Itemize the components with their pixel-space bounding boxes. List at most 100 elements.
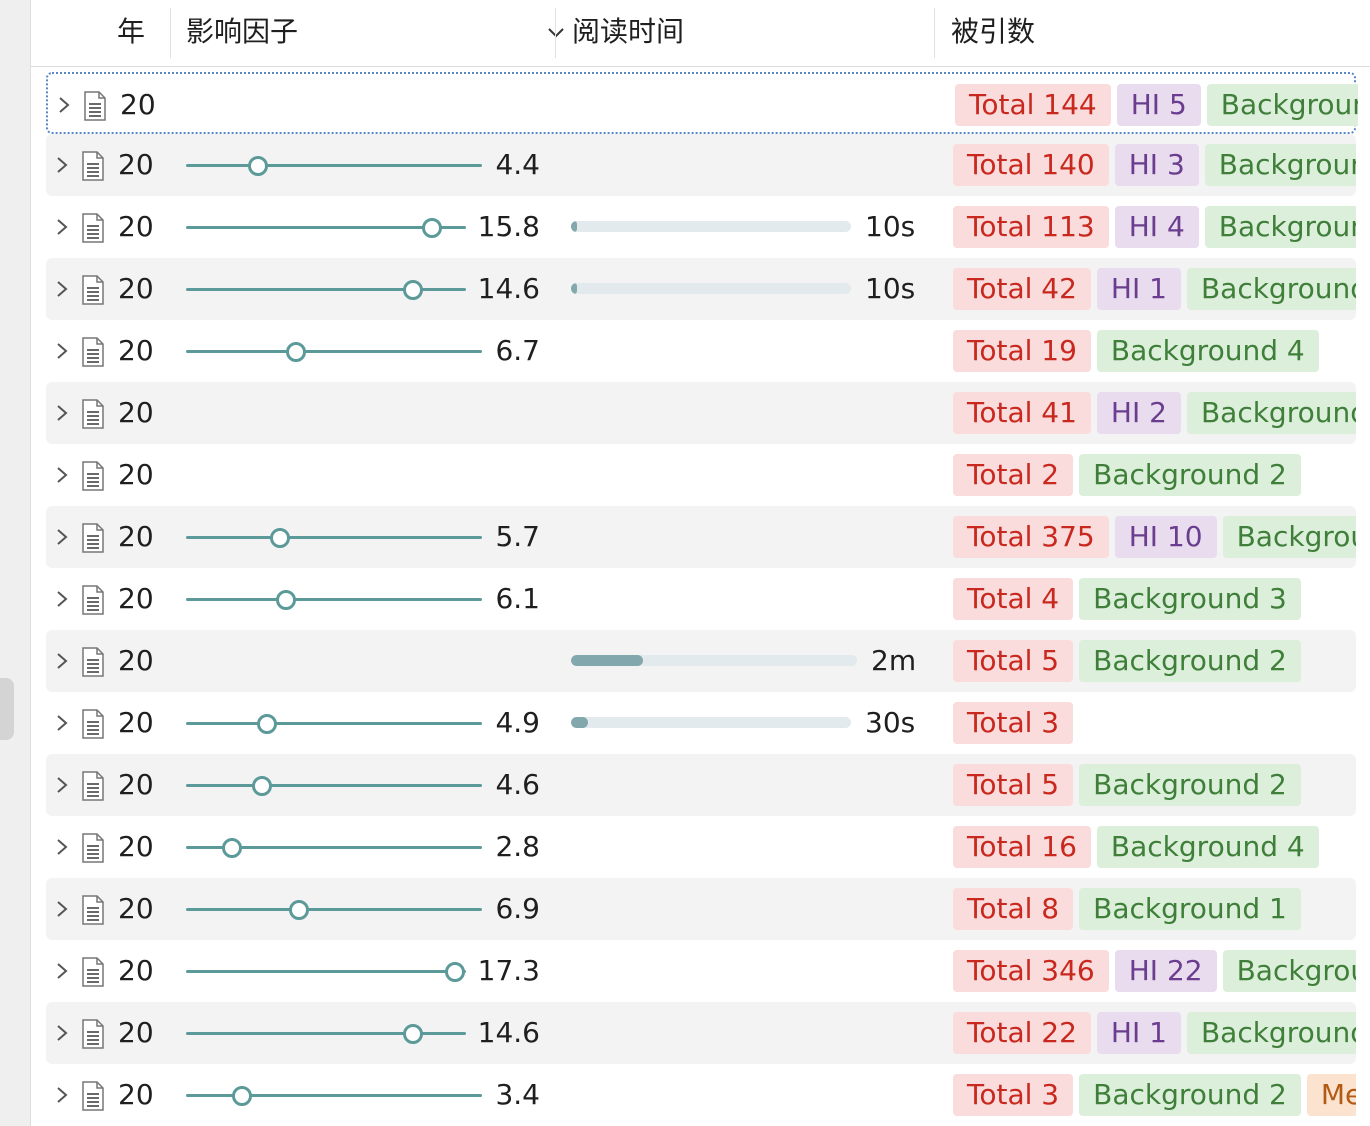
slider-track[interactable] [186, 970, 466, 973]
total-citations-tag[interactable]: Total 3 [953, 1074, 1074, 1116]
slider-thumb[interactable] [276, 590, 297, 610]
chevron-right-icon[interactable] [54, 775, 70, 795]
chevron-right-icon[interactable] [54, 527, 70, 547]
column-divider[interactable] [555, 8, 556, 58]
method-tag[interactable]: Me [1306, 1074, 1356, 1116]
total-citations-tag[interactable]: Total 375 [953, 516, 1109, 558]
scrollbar-thumb[interactable] [0, 678, 14, 740]
slider-thumb[interactable] [269, 528, 290, 548]
background-tag[interactable]: Background 1 [1079, 888, 1301, 930]
slider-thumb[interactable] [256, 714, 277, 734]
column-header-year[interactable]: 年 [117, 15, 146, 48]
slider-thumb[interactable] [403, 280, 424, 300]
total-citations-tag[interactable]: Total 4 [953, 578, 1074, 620]
total-citations-tag[interactable]: Total 22 [953, 1012, 1091, 1054]
slider-track[interactable] [186, 350, 482, 353]
slider-track[interactable] [186, 536, 482, 539]
table-row[interactable]: 20 Total 41 HI 2 Background [46, 382, 1356, 444]
background-tag[interactable]: Background [1222, 950, 1356, 992]
slider-thumb[interactable] [286, 342, 307, 362]
background-tag[interactable]: Background 2 [1079, 454, 1301, 496]
background-tag[interactable]: Background [1204, 206, 1356, 248]
total-citations-tag[interactable]: Total 5 [953, 640, 1074, 682]
total-citations-tag[interactable]: Total 113 [953, 206, 1109, 248]
chevron-right-icon[interactable] [54, 155, 70, 175]
chevron-right-icon[interactable] [54, 589, 70, 609]
column-header-impact-factor[interactable]: 影响因子 [186, 15, 299, 48]
slider-track[interactable] [186, 288, 466, 291]
hi-tag[interactable]: HI 5 [1116, 84, 1201, 126]
background-tag[interactable]: Background 4 [1096, 826, 1319, 868]
table-row[interactable]: 20 4.6 Total 5 Background 2 [46, 754, 1356, 816]
background-tag[interactable]: Background [1204, 144, 1356, 186]
slider-thumb[interactable] [289, 900, 310, 920]
chevron-right-icon[interactable] [54, 713, 70, 733]
background-tag[interactable]: Background [1186, 392, 1356, 434]
hi-tag[interactable]: HI 10 [1114, 516, 1217, 558]
table-row[interactable]: 20 6.1 Total 4 Background 3 [46, 568, 1356, 630]
slider-thumb[interactable] [222, 838, 243, 858]
table-row[interactable]: 20 2m Total 5 Background 2 [46, 630, 1356, 692]
background-tag[interactable]: Background 2 [1079, 640, 1301, 682]
chevron-right-icon[interactable] [54, 899, 70, 919]
total-citations-tag[interactable]: Total 42 [953, 268, 1091, 310]
slider-track[interactable] [186, 598, 482, 601]
total-citations-tag[interactable]: Total 8 [953, 888, 1074, 930]
slider-track[interactable] [186, 226, 466, 229]
chevron-right-icon[interactable] [54, 465, 70, 485]
slider-track[interactable] [186, 784, 482, 787]
chevron-right-icon[interactable] [54, 217, 70, 237]
total-citations-tag[interactable]: Total 41 [953, 392, 1091, 434]
chevron-right-icon[interactable] [54, 279, 70, 299]
column-header-citations[interactable]: 被引数 [951, 15, 1036, 48]
slider-track[interactable] [186, 1094, 482, 1097]
background-tag[interactable]: Background 2 [1079, 764, 1301, 806]
background-tag[interactable]: Background [1186, 1012, 1356, 1054]
table-row[interactable]: 20 Total 2 Background 2 [46, 444, 1356, 506]
hi-tag[interactable]: HI 22 [1114, 950, 1217, 992]
table-row[interactable]: 20 6.7 Total 19 Background 4 [46, 320, 1356, 382]
table-row[interactable]: 20 2.8 Total 16 Background 4 [46, 816, 1356, 878]
total-citations-tag[interactable]: Total 144 [955, 84, 1111, 126]
chevron-down-icon[interactable] [546, 22, 566, 42]
hi-tag[interactable]: HI 2 [1096, 392, 1181, 434]
hi-tag[interactable]: HI 1 [1096, 1012, 1181, 1054]
slider-thumb[interactable] [445, 962, 466, 982]
hi-tag[interactable]: HI 4 [1114, 206, 1199, 248]
total-citations-tag[interactable]: Total 2 [953, 454, 1074, 496]
background-tag[interactable]: Background [1186, 268, 1356, 310]
total-citations-tag[interactable]: Total 5 [953, 764, 1074, 806]
slider-track[interactable] [186, 722, 482, 725]
table-row[interactable]: 20 3.4 Total 3 Background 2 Me [46, 1064, 1356, 1126]
slider-thumb[interactable] [421, 218, 442, 238]
background-tag[interactable]: Background 3 [1079, 578, 1301, 620]
hi-tag[interactable]: HI 1 [1096, 268, 1181, 310]
slider-track[interactable] [186, 164, 482, 167]
slider-thumb[interactable] [231, 1086, 252, 1106]
background-tag[interactable]: Background 2 [1079, 1074, 1301, 1116]
chevron-right-icon[interactable] [56, 95, 72, 115]
total-citations-tag[interactable]: Total 16 [953, 826, 1091, 868]
background-tag[interactable]: Background [1206, 84, 1358, 126]
chevron-right-icon[interactable] [54, 961, 70, 981]
column-divider[interactable] [934, 8, 935, 58]
slider-thumb[interactable] [251, 776, 272, 796]
hi-tag[interactable]: HI 3 [1114, 144, 1199, 186]
chevron-right-icon[interactable] [54, 1023, 70, 1043]
column-divider[interactable] [170, 8, 171, 58]
chevron-right-icon[interactable] [54, 837, 70, 857]
total-citations-tag[interactable]: Total 140 [953, 144, 1109, 186]
slider-track[interactable] [186, 908, 482, 911]
total-citations-tag[interactable]: Total 3 [953, 702, 1074, 744]
table-row[interactable]: 20 6.9 Total 8 Background 1 [46, 878, 1356, 940]
chevron-right-icon[interactable] [54, 341, 70, 361]
background-tag[interactable]: Background [1222, 516, 1356, 558]
total-citations-tag[interactable]: Total 19 [953, 330, 1091, 372]
slider-thumb[interactable] [403, 1024, 424, 1044]
slider-thumb[interactable] [248, 156, 269, 176]
